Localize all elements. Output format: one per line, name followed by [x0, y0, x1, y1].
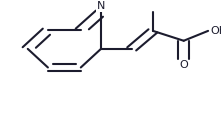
Text: O: O	[179, 60, 188, 71]
Text: OH: OH	[210, 26, 221, 36]
Text: N: N	[97, 1, 105, 11]
